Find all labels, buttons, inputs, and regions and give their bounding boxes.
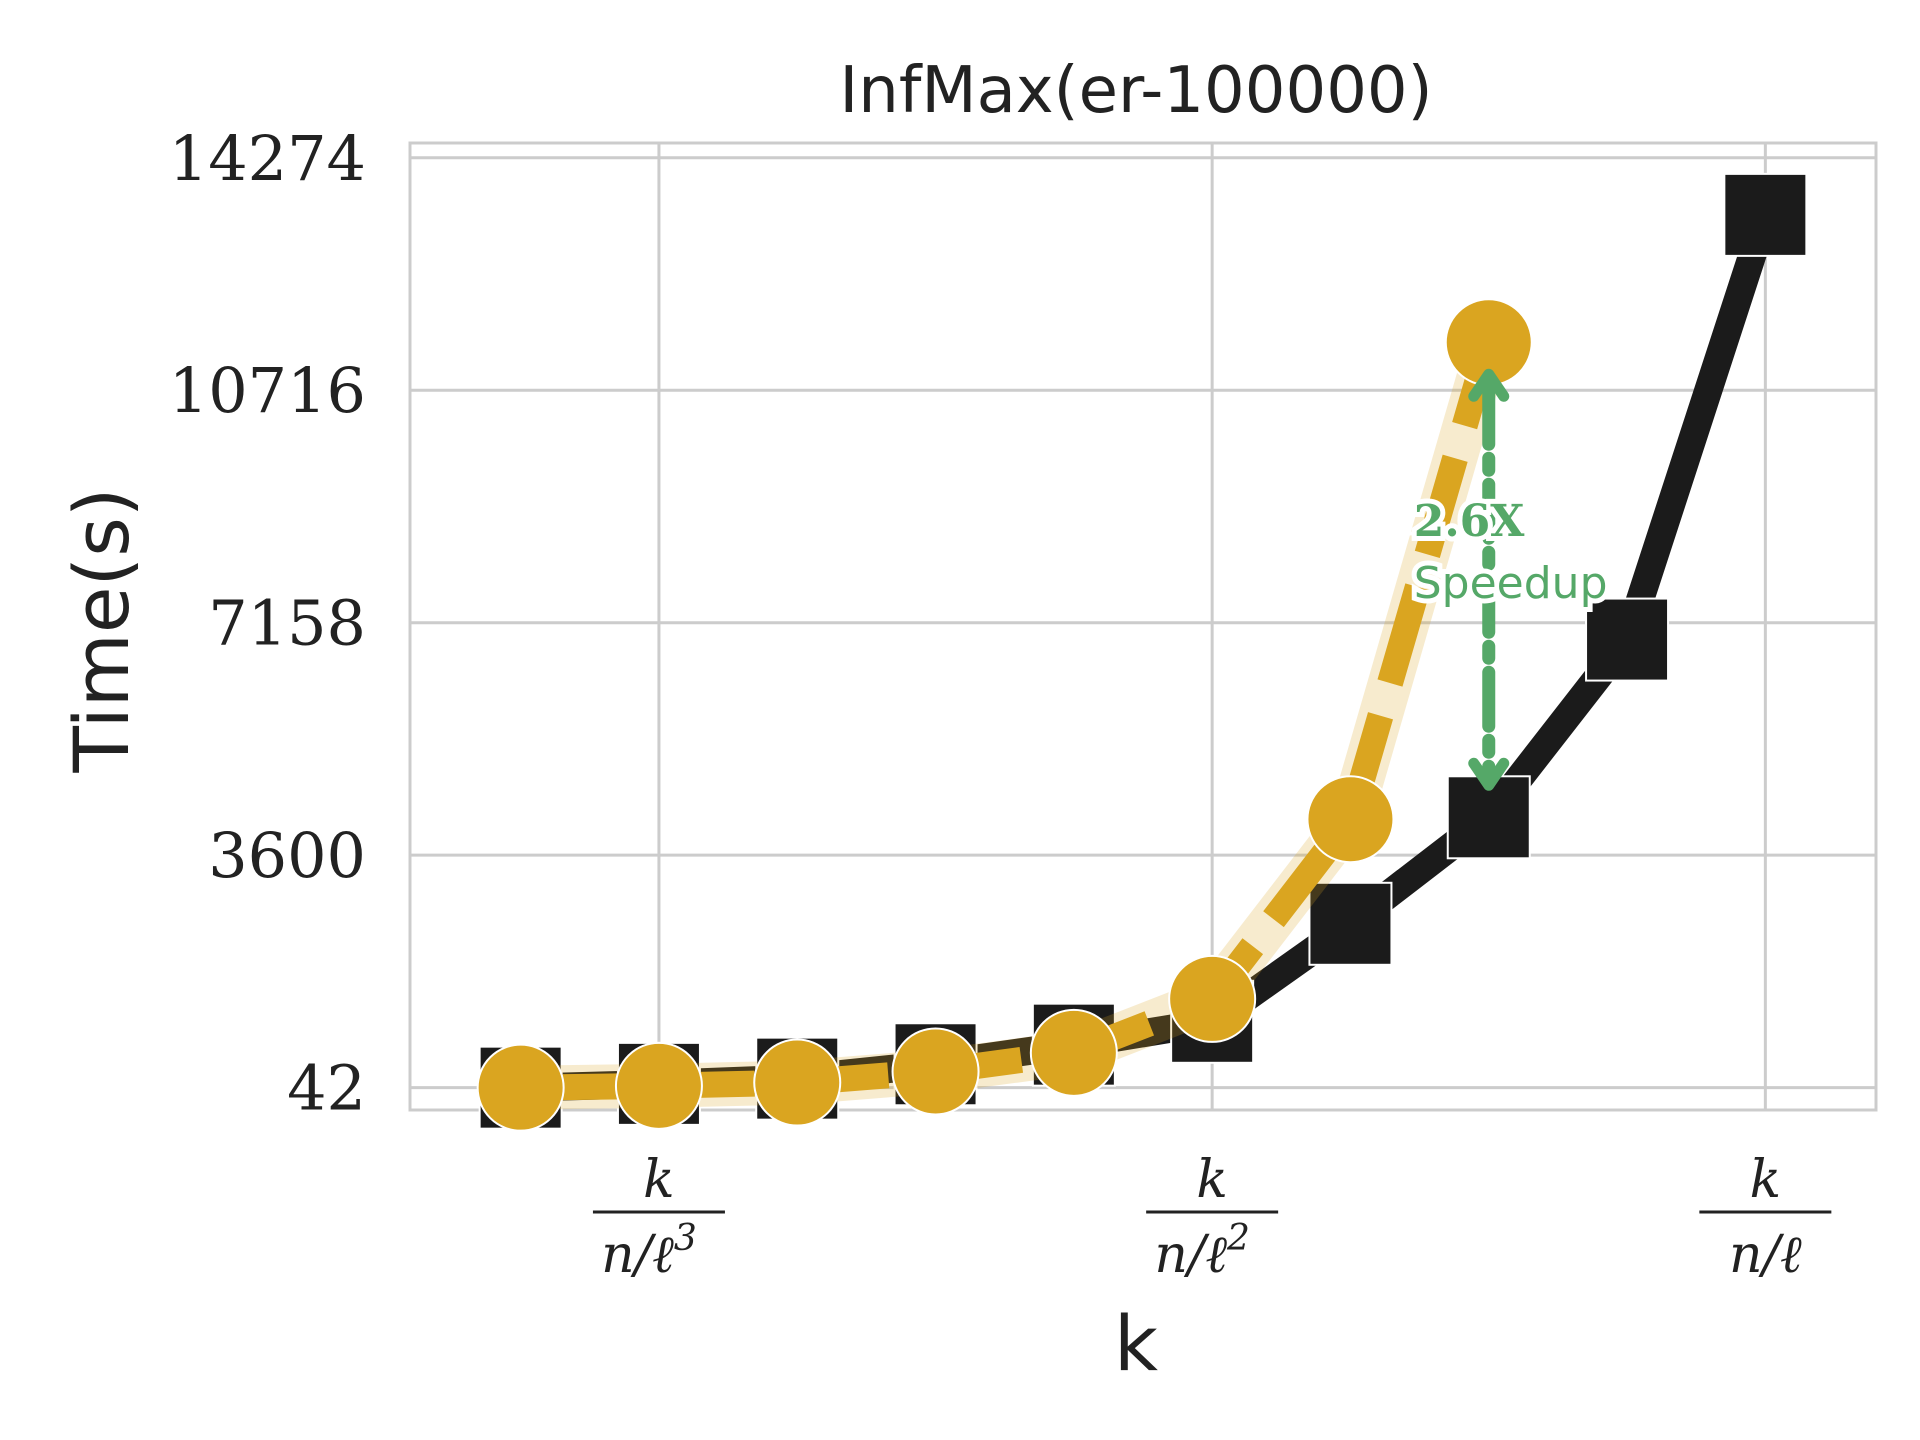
x-tick-label: k n/ℓ3 [592,1150,725,1285]
speedup-label-text: Speedup [1414,558,1608,609]
y-tick-label: 7158 [208,587,366,660]
x-tick-numerator: k [1196,1150,1228,1210]
x-axis-label: k [1114,1299,1158,1388]
x-tick-label: k n/ℓ2 [1146,1150,1279,1285]
x-tick-labels: k n/ℓ3 k n/ℓ2 k n/ℓ [592,1150,1832,1285]
x-tick-exponent: 2 [1226,1218,1250,1259]
x-tick-numerator: k [643,1150,675,1210]
data-point-circle [614,1041,703,1130]
chart-title: InfMax(er-100000) [839,54,1432,128]
speedup-arrow-head-down [1468,757,1510,791]
x-tick-denominator: n/ℓ2 [1154,1218,1250,1285]
data-point-circle [1306,775,1395,864]
y-tick-label: 42 [287,1052,366,1125]
data-point-circle [1168,954,1257,1043]
y-tick-labels: 42 3600 7158 10716 14274 [169,122,366,1125]
series-layer [476,172,1808,1132]
x-tick-denominator: n/ℓ [1729,1225,1802,1285]
data-point-circle [753,1038,842,1127]
y-tick-label: 14274 [169,122,366,195]
data-point-circle [1029,1008,1118,1097]
speedup-annotation: 2.6X Speedup [1409,368,1613,791]
speedup-arrow-head-up [1468,368,1510,402]
y-axis-label: Time(s) [57,488,146,774]
y-tick-label: 3600 [208,819,366,892]
data-point-square [1585,597,1670,682]
data-point-circle [476,1043,565,1132]
grid [410,143,1876,1110]
x-tick-numerator: k [1750,1150,1782,1210]
x-tick-exponent: 3 [674,1218,697,1259]
data-point-square [1723,172,1808,257]
y-tick-label: 10716 [169,354,366,427]
x-tick-label: k n/ℓ [1699,1150,1832,1285]
speedup-value-text: 2.6X [1414,496,1526,547]
data-point-circle [891,1027,980,1116]
plot-frame [408,141,1878,1112]
x-tick-denominator: n/ℓ3 [601,1218,697,1285]
data-point-square [1308,881,1393,966]
